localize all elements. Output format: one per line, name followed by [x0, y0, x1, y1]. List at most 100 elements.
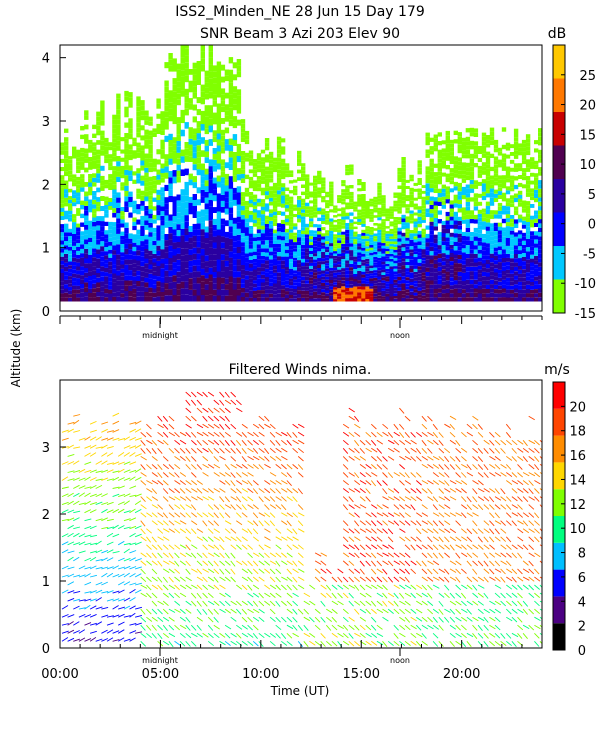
snr-cell [429, 162, 434, 168]
snr-cell [88, 297, 93, 302]
snr-cell [104, 272, 109, 277]
snr-cell [180, 109, 185, 117]
wind-barb [219, 600, 225, 607]
snr-cell [132, 238, 137, 243]
snr-cell [72, 285, 77, 290]
wind-barb [157, 536, 164, 541]
snr-cell [373, 215, 378, 218]
snr-cell [517, 194, 523, 199]
snr-cell [228, 276, 234, 283]
snr-cell [148, 153, 153, 159]
snr-cell [200, 216, 205, 223]
wind-barb [146, 423, 152, 430]
snr-cell [373, 199, 378, 203]
snr-cell [530, 235, 535, 240]
snr-cell [485, 151, 491, 156]
snr-cell [60, 175, 65, 180]
snr-cell [349, 167, 354, 172]
snr-cell [236, 295, 242, 302]
snr-cell [353, 251, 358, 255]
snr-cell [441, 245, 446, 250]
snr-cell [124, 254, 129, 260]
wind-barb [151, 616, 158, 622]
snr-cell [172, 242, 177, 249]
snr-cell [108, 285, 113, 290]
wind-barb [207, 624, 214, 631]
snr-cell [401, 269, 406, 273]
snr-cell [124, 185, 129, 191]
snr-cell [116, 119, 121, 125]
snr-cell [284, 291, 290, 295]
snr-cell [60, 158, 65, 163]
wind-barb [207, 415, 214, 422]
snr-cell [329, 197, 334, 201]
snr-cell [417, 238, 422, 242]
wind-barb [207, 407, 214, 414]
snr-cell [429, 188, 434, 193]
wind-barb [67, 428, 75, 433]
snr-cell [301, 230, 306, 235]
wind-barb [162, 640, 170, 646]
snr-cell [389, 256, 394, 259]
snr-cell [184, 142, 189, 149]
wind-barb [89, 622, 97, 626]
snr-cell [301, 287, 306, 291]
snr-cell [224, 231, 230, 238]
snr-cell [473, 154, 479, 159]
wind-barb [207, 560, 214, 567]
snr-cell [212, 195, 217, 202]
snr-cell [389, 269, 394, 272]
snr-cell [168, 183, 173, 190]
snr-cell [128, 92, 133, 98]
wind-barb [157, 423, 164, 429]
snr-cell [361, 194, 366, 197]
snr-cell [341, 225, 346, 229]
snr-cell [248, 210, 254, 215]
snr-cell [397, 298, 402, 302]
snr-cell [521, 253, 527, 257]
snr-cell [437, 219, 442, 224]
wind-barb [106, 629, 114, 634]
snr-cell [449, 147, 454, 152]
snr-cell [465, 149, 471, 155]
snr-cell [164, 197, 169, 204]
snr-cell [172, 229, 177, 236]
snr-cell [509, 215, 515, 219]
snr-cell [276, 252, 282, 257]
snr-cell [473, 249, 479, 254]
snr-cell [264, 293, 270, 298]
snr-cell [333, 215, 338, 218]
snr-cell [417, 259, 422, 263]
snr-cell [84, 277, 89, 283]
wind-barb [129, 542, 137, 546]
snr-cell [429, 175, 434, 180]
snr-cell [349, 274, 354, 278]
snr-cell [80, 279, 85, 284]
snr-cell [489, 188, 495, 193]
snr-cell [457, 221, 462, 226]
snr-cell [385, 278, 390, 282]
snr-cell [68, 214, 73, 218]
snr-cell [208, 220, 213, 228]
wind-barb [202, 431, 209, 437]
snr-cell [465, 214, 471, 220]
wind-barb [230, 464, 237, 469]
wind-barb [117, 452, 125, 457]
snr-cell [284, 256, 290, 261]
snr-cell [421, 240, 426, 244]
snr-cell [224, 249, 230, 256]
snr-cell [309, 259, 314, 263]
snr-cell [156, 113, 161, 119]
snr-cell [288, 180, 294, 184]
snr-cell [337, 208, 342, 212]
wind-barb [174, 528, 181, 534]
snr-cell [116, 166, 121, 172]
snr-cell [369, 291, 374, 294]
snr-cell [232, 193, 238, 200]
snr-cell [425, 288, 430, 293]
wind-barb [230, 552, 236, 559]
wind-barb [101, 452, 108, 457]
snr-cell [276, 136, 282, 141]
wind-barb [162, 512, 168, 519]
